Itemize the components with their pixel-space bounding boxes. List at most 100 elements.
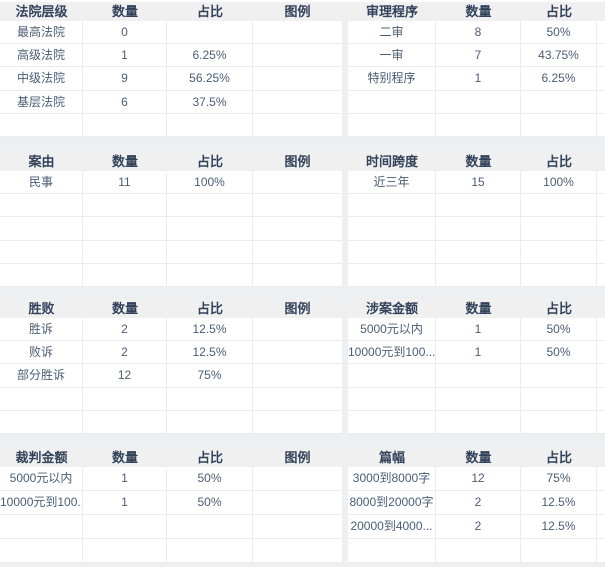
cell-label: 一审 xyxy=(348,44,436,67)
column-header-ratio: 占比 xyxy=(545,4,572,19)
cell-count xyxy=(436,194,521,217)
cell-count xyxy=(436,113,521,136)
column-header-count: 数量 xyxy=(465,4,492,19)
column-header-count: 数量 xyxy=(111,4,138,19)
cell-ratio xyxy=(521,113,597,136)
cell-label xyxy=(0,240,83,263)
column-header-legend: 图例 xyxy=(284,154,311,169)
column-header-title: 篇幅 xyxy=(378,450,405,465)
cell-legend xyxy=(253,91,342,113)
table-cause-of-action: 案由 数量 占比 图例 民事 11 100% xyxy=(0,152,342,287)
cell-legend xyxy=(253,171,342,193)
cell-count xyxy=(83,263,167,286)
cell-legend xyxy=(253,217,342,239)
cell-count xyxy=(83,113,167,136)
table-body: 民事 11 100% xyxy=(0,171,342,287)
table-body: 5000元以内 1 50% 10000元到100... 1 50% xyxy=(0,467,342,563)
table-win-loss: 胜败 数量 占比 图例 胜诉 2 12.5% 败诉 2 12.5% 部分胜诉 12 75% xyxy=(0,299,342,434)
cell-ratio: 37.5% xyxy=(167,90,253,113)
cell-legend xyxy=(597,491,605,514)
cell-label: 民事 xyxy=(0,171,83,194)
table-length: 篇幅 数量 占比 图例 3000到8000字1275%8000到20000字21… xyxy=(348,448,605,563)
table-row: 20000到4000... 2 12.5% xyxy=(348,515,605,539)
table-row: 民事 11 100% xyxy=(0,171,342,195)
cell-legend xyxy=(253,21,342,43)
table-row: 3000到8000字 12 75% xyxy=(348,467,605,491)
cell-label xyxy=(348,263,436,286)
column-header-legend: 图例 xyxy=(597,448,605,467)
column-header-ratio: 占比 xyxy=(545,450,572,465)
column-header-legend: 图例 xyxy=(284,450,311,465)
cell-label xyxy=(348,113,436,136)
cell-count: 1 xyxy=(436,318,521,341)
cell-ratio: 12.5% xyxy=(521,515,597,538)
cell-ratio: 50% xyxy=(167,491,253,514)
cell-legend xyxy=(597,114,605,136)
cell-ratio: 12.5% xyxy=(521,491,597,514)
cell-label xyxy=(0,217,83,240)
cell-ratio: 75% xyxy=(167,364,253,387)
table-row: 10000元到100... 1 50% xyxy=(0,491,342,515)
cell-legend xyxy=(597,217,605,239)
cell-label xyxy=(0,387,83,410)
cell-label: 8000到20000字 xyxy=(348,491,436,514)
table-body: 二审 8 50% 一审 7 43.75% 特别程序 1 6.25% xyxy=(348,21,605,137)
column-header-ratio: 占比 xyxy=(545,301,572,316)
cell-ratio: 50% xyxy=(521,341,597,364)
column-header-title: 胜败 xyxy=(28,301,55,316)
column-header-count: 数量 xyxy=(111,301,138,316)
column-header-title: 审理程序 xyxy=(365,4,418,19)
cell-count xyxy=(83,240,167,263)
column-header-ratio: 占比 xyxy=(196,4,223,19)
cell-count: 8 xyxy=(436,21,521,44)
cell-count: 9 xyxy=(83,67,167,90)
cell-ratio: 6.25% xyxy=(521,67,597,90)
cell-ratio: 12.5% xyxy=(167,318,253,341)
cell-legend xyxy=(253,44,342,66)
cell-label: 近三年 xyxy=(348,171,436,194)
cell-count: 2 xyxy=(436,515,521,538)
cell-count xyxy=(436,217,521,240)
cell-ratio: 12.5% xyxy=(167,341,253,364)
cell-ratio xyxy=(521,240,597,263)
cell-count: 1 xyxy=(436,67,521,90)
column-header-title: 时间跨度 xyxy=(365,154,418,169)
table-header: 案由 数量 占比 图例 xyxy=(0,152,342,171)
table-row xyxy=(0,263,342,287)
column-header-legend: 图例 xyxy=(597,152,605,171)
table-header: 胜败 数量 占比 图例 xyxy=(0,299,342,318)
cell-label xyxy=(348,90,436,113)
table-header: 裁判金额 数量 占比 图例 xyxy=(0,448,342,467)
cell-legend xyxy=(597,364,605,386)
cell-label: 部分胜诉 xyxy=(0,364,83,387)
cell-legend xyxy=(597,318,605,340)
cell-legend xyxy=(253,241,342,263)
cell-legend xyxy=(597,91,605,113)
cell-label: 高级法院 xyxy=(0,44,83,67)
cell-label: 5000元以内 xyxy=(348,318,436,341)
column-header-legend: 图例 xyxy=(284,4,311,19)
column-header-legend: 图例 xyxy=(597,2,605,21)
cell-label: 特别程序 xyxy=(348,67,436,90)
cell-legend xyxy=(597,539,605,562)
cell-label xyxy=(348,240,436,263)
table-header: 篇幅 数量 占比 图例 xyxy=(348,448,605,467)
table-row xyxy=(348,240,605,264)
table-header: 法院层级 数量 占比 图例 xyxy=(0,2,342,21)
cell-ratio xyxy=(167,217,253,240)
cell-legend xyxy=(597,21,605,43)
table-row xyxy=(0,240,342,264)
cell-legend xyxy=(597,515,605,538)
cell-count: 11 xyxy=(83,171,167,194)
table-body: 胜诉 2 12.5% 败诉 2 12.5% 部分胜诉 12 75% xyxy=(0,318,342,434)
column-header-legend: 图例 xyxy=(597,299,605,318)
table-row xyxy=(348,90,605,114)
cell-ratio xyxy=(167,387,253,410)
cell-legend xyxy=(253,515,342,538)
table-row xyxy=(348,387,605,411)
table-body: 最高法院 0 高级法院 1 6.25% 中级法院 9 56.25% 基层法院 6 37.5% xyxy=(0,21,342,137)
cell-count: 12 xyxy=(436,467,521,490)
table-header: 时间跨度 数量 占比 图例 xyxy=(348,152,605,171)
cell-label: 基层法院 xyxy=(0,90,83,113)
